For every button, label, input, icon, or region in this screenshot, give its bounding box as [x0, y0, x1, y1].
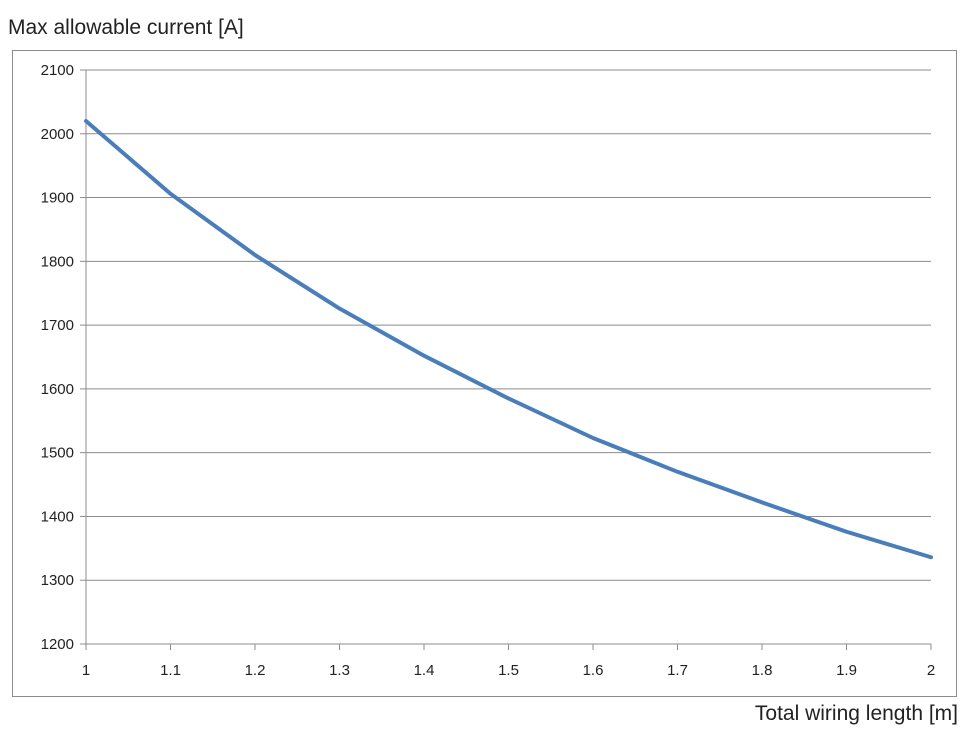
- y-tick-label: 2000: [41, 126, 74, 143]
- series-layer: [84, 119, 933, 560]
- x-tick-label: 1.7: [667, 662, 688, 679]
- gridlines: [86, 69, 931, 581]
- x-tick-label: 1: [82, 662, 90, 679]
- tick-labels: 1200 1300 1400 1500 1600 1700 1800 1900 2000 2100…: [41, 62, 936, 679]
- series-line: [84, 119, 933, 560]
- x-tick-label: 1.3: [329, 662, 350, 679]
- x-tick-label: 1.9: [836, 662, 857, 679]
- y-tick-label: 1200: [41, 636, 74, 653]
- y-tick-label: 1800: [41, 253, 74, 270]
- chart-frame: [12, 50, 957, 697]
- y-axis-title: Max allowable current [A]: [8, 16, 244, 39]
- x-axis-title: Total wiring length [m]: [754, 702, 958, 725]
- y-tick-label: 2100: [41, 62, 74, 79]
- x-tick-label: 2: [927, 662, 935, 679]
- x-tick-label: 1.2: [245, 662, 266, 679]
- y-tick-label: 1400: [41, 508, 74, 525]
- y-tick-label: 1500: [41, 445, 74, 462]
- y-tick-label: 1700: [41, 317, 74, 334]
- x-tick-label: 1.4: [414, 662, 435, 679]
- axes: [80, 69, 932, 650]
- y-tick-label: 1600: [41, 381, 74, 398]
- x-tick-label: 1.6: [583, 662, 604, 679]
- x-tick-label: 1.1: [160, 662, 181, 679]
- x-tick-label: 1.8: [752, 662, 773, 679]
- x-tick-label: 1.5: [498, 662, 519, 679]
- y-tick-label: 1900: [41, 190, 74, 207]
- y-tick-label: 1300: [41, 572, 74, 589]
